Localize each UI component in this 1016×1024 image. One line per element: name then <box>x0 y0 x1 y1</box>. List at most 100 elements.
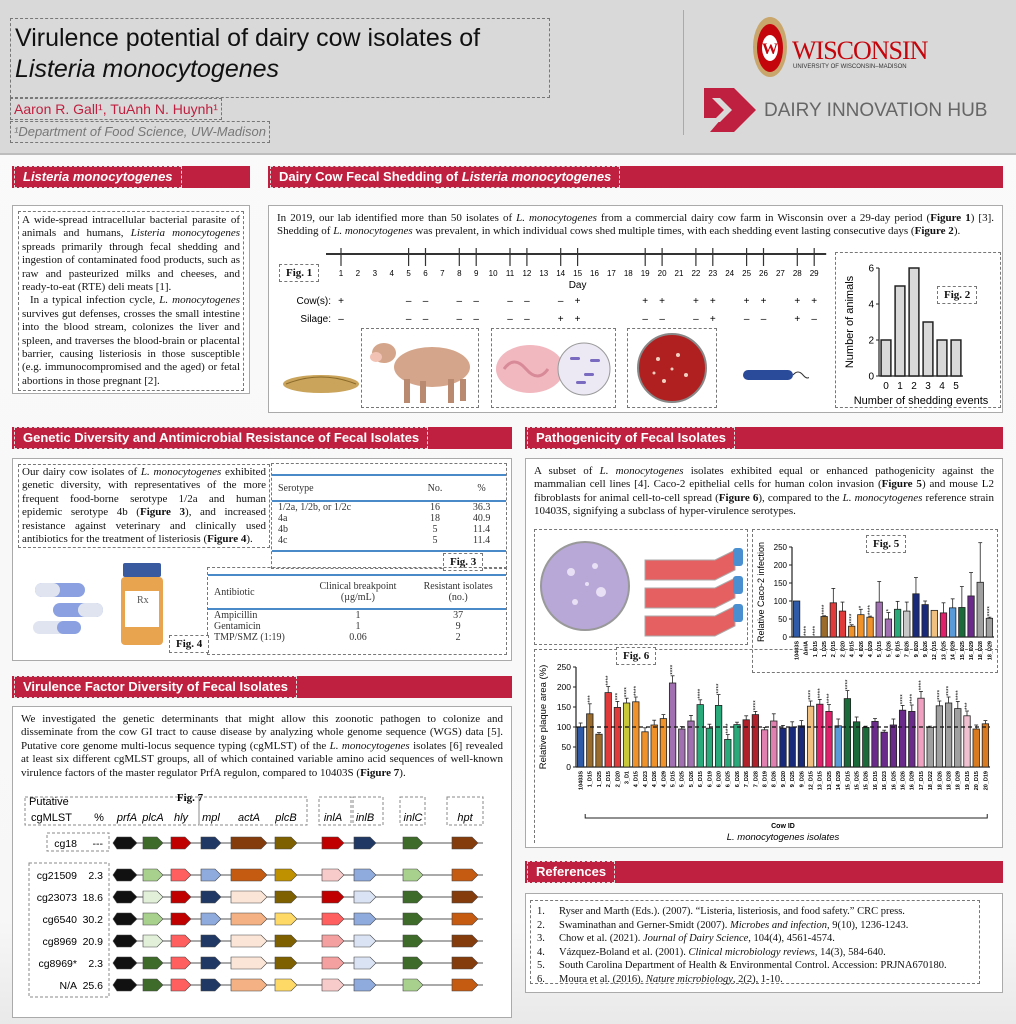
x-tick-label: 20_D19 <box>983 771 989 790</box>
gene-arrow-plcA <box>142 956 164 970</box>
bar <box>908 267 920 377</box>
title-part: Dairy Cow Fecal Shedding of <box>279 169 462 184</box>
y-tick-label: 0 <box>868 372 874 383</box>
gene-arrow-hpt <box>451 978 479 992</box>
y-tick-label: 250 <box>557 662 571 672</box>
title-line-2: Listeria monocytogenes <box>15 55 280 83</box>
gene-group-box <box>352 796 384 826</box>
section-title: Dairy Cow Fecal Shedding of Listeria mon… <box>270 166 621 188</box>
x-tick-label: 18_D28 <box>978 641 984 660</box>
gene-arrow-hly <box>170 868 192 882</box>
x-tick-label: 6_D20 <box>717 771 723 787</box>
pathogenicity-panel: A subset of L. monocytogenes isolates ex… <box>525 458 1003 848</box>
gene-name: mpl <box>202 812 220 824</box>
bar <box>935 705 944 768</box>
text-segment: Moura et al. (2016). <box>559 973 646 985</box>
gene-arrow-plcA <box>142 868 164 882</box>
text-segment: reference strain 10403S, signifying a su… <box>534 491 994 518</box>
column-header: % <box>94 812 104 824</box>
column-header: Putative <box>29 796 69 808</box>
significance-marker: **** <box>955 690 962 701</box>
gene-arrow-plcA <box>142 836 164 850</box>
bar <box>949 607 957 638</box>
x-tick-label: 16_D23 <box>882 771 888 790</box>
y-tick-label: 150 <box>557 702 571 712</box>
row-label: Silage: <box>300 314 331 325</box>
reference-item: 5. South Carolina Department of Health & … <box>537 959 973 973</box>
cgmlst-name: cg23073 <box>37 892 77 904</box>
x-tick-label: 12_D15 <box>809 771 815 790</box>
cgmlst-percent: 30.2 <box>83 914 104 926</box>
title-line-1: Virulence potential of dairy cow isolate… <box>15 24 481 52</box>
gene-arrow-inlC <box>402 890 424 904</box>
bar <box>939 612 948 638</box>
x-tick-label: 14_D29 <box>951 641 957 660</box>
text-segment: South Carolina Department of Health & En… <box>559 960 947 971</box>
pills-image <box>33 583 103 634</box>
header-divider <box>683 10 684 135</box>
table-cell: 2 <box>455 632 461 643</box>
cow-result: + <box>642 296 648 307</box>
col-header: Clinical breakpoint <box>319 581 397 592</box>
x-tick-label: 1_D25 <box>597 771 603 787</box>
gene-group-box <box>399 796 426 826</box>
table-cell: 36.3 <box>472 502 491 513</box>
x-tick-label: 6_D19 <box>707 771 713 787</box>
medicine-bottle-image: Rx <box>117 563 167 647</box>
gene-arrow-mpl <box>200 912 222 926</box>
bar <box>724 739 732 768</box>
x-tick-label: 16_D26 <box>901 771 907 790</box>
gene-arrow-hpt <box>451 912 479 926</box>
x-tick-label: 7_D28 <box>753 771 759 787</box>
x-axis-label: Number of shedding events <box>854 395 989 407</box>
y-axis-label: Relative plaque area (%) <box>538 665 549 770</box>
day-tick-label: 4 <box>389 269 394 278</box>
silage-result: + <box>710 314 716 325</box>
significance-marker: **** <box>821 604 828 615</box>
x-tick-label: 9_D26 <box>799 771 805 787</box>
col-header: Antibiotic <box>214 586 255 598</box>
x-tick-label: 2 <box>911 381 917 392</box>
y-tick-label: 6 <box>868 264 874 275</box>
significance-marker: **** <box>826 693 833 704</box>
petri-dish-icon <box>637 333 707 403</box>
bar <box>898 709 907 768</box>
section-title: Genetic Diversity and Antimicrobial Resi… <box>14 427 429 449</box>
gene-group-box <box>318 796 352 826</box>
cgmlst-percent: --- <box>93 838 104 850</box>
text-segment: Figure 2 <box>914 225 954 238</box>
x-tick-label: 6_D15 <box>698 771 704 787</box>
bar <box>875 601 883 638</box>
silage-result: – <box>507 314 513 325</box>
reference-text: Moura et al. (2016). Nature microbiology… <box>559 973 783 987</box>
bar <box>958 607 966 638</box>
gene-arrow-hpt <box>451 934 479 948</box>
bar <box>632 701 640 768</box>
wisconsin-logo: W WISCONSIN UNIVERSITY OF WISCONSIN–MADI… <box>752 16 952 80</box>
gene-arrow-inlA <box>321 836 345 850</box>
bar <box>806 705 815 768</box>
bar <box>705 727 714 768</box>
reference-item: 6. Moura et al. (2016). Nature microbiolo… <box>537 973 973 987</box>
y-tick-label: 150 <box>774 579 788 588</box>
cow-result: + <box>575 296 581 307</box>
significance-marker: **** <box>849 613 856 624</box>
x-tick-label: 6_D26 <box>735 771 741 787</box>
cgmlst-name: cg21509 <box>37 870 77 882</box>
silage-result: + <box>794 314 800 325</box>
x-tick-label: 1_D15 <box>588 771 594 787</box>
gene-arrow-inlB <box>353 934 377 948</box>
cow-result: – <box>558 296 564 307</box>
hub-arrow-icon <box>704 88 756 132</box>
table-cell: 1 <box>355 621 361 632</box>
reference-text: Chow et al. (2021). Journal of Dairy Sci… <box>559 932 835 946</box>
x-tick-label: 10403S <box>795 641 801 660</box>
table-cell: 5 <box>432 524 438 535</box>
bar <box>871 721 879 768</box>
text-segment: In 2019, our lab identified more than 50… <box>277 212 517 224</box>
day-tick-label: 27 <box>776 269 785 278</box>
significance-marker: **** <box>844 679 851 690</box>
bar <box>963 715 971 768</box>
fig6-panel <box>534 649 998 843</box>
paragraph: In 2019, our lab identified more than 50… <box>277 212 994 239</box>
